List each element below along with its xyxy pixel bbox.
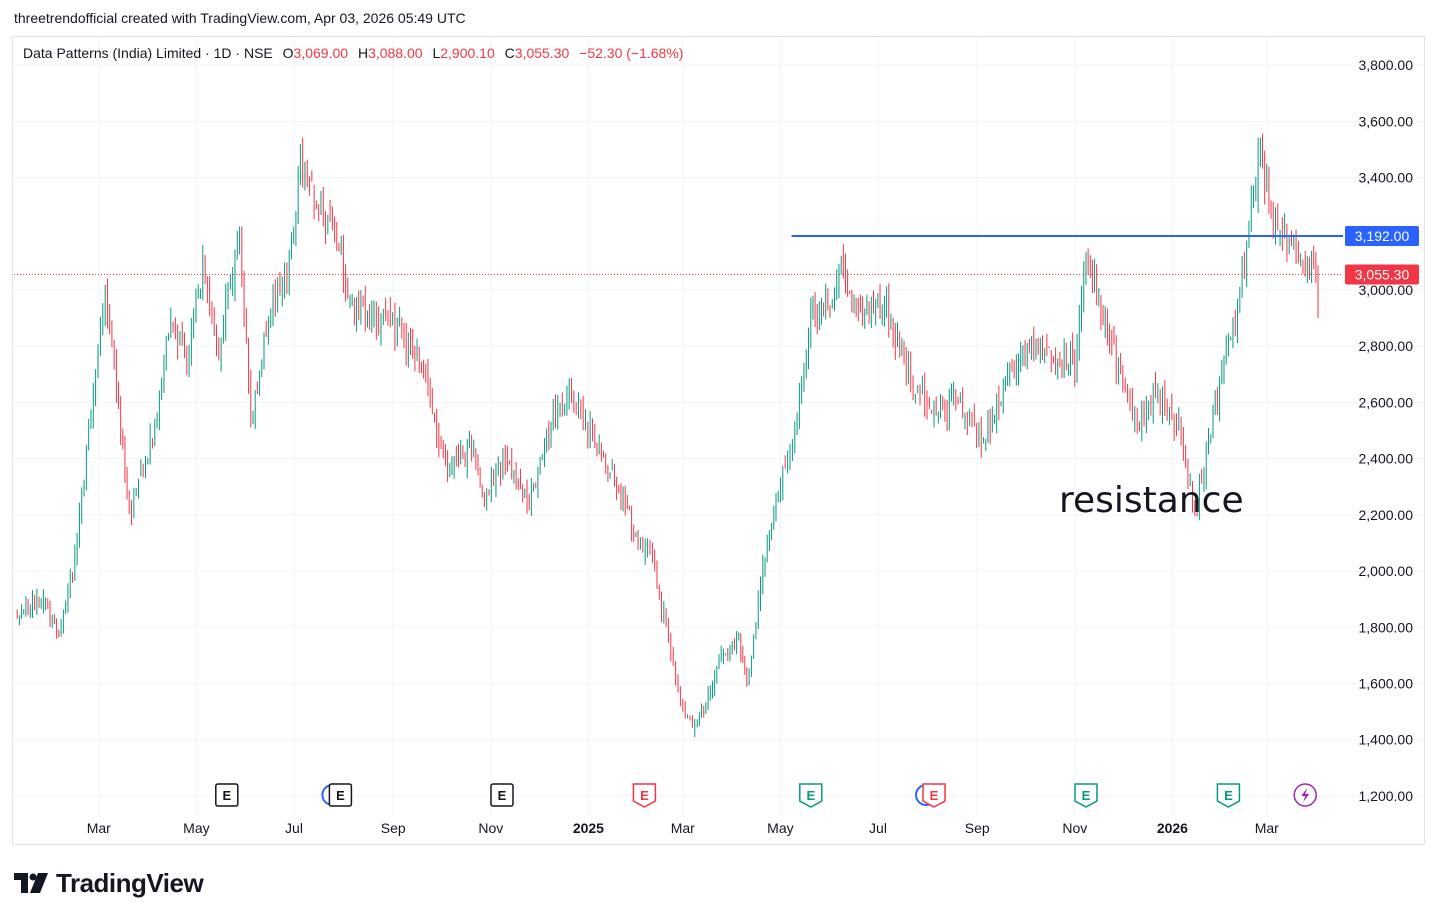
time-tick-label: Sep: [965, 820, 990, 836]
earnings-letter: E: [1082, 788, 1091, 803]
earnings-icon[interactable]: E: [321, 783, 353, 807]
earnings-letter: E: [640, 788, 649, 803]
earnings-icon[interactable]: E: [632, 783, 657, 808]
price-tick-label: 3,000.00: [1359, 282, 1414, 298]
flash-event-icon[interactable]: [1293, 783, 1317, 807]
earnings-badge: [490, 783, 514, 807]
price-tick-label: 2,400.00: [1359, 451, 1414, 467]
earnings-icon[interactable]: E: [215, 783, 239, 807]
grid-lines: [14, 37, 1424, 816]
earnings-icon[interactable]: E: [490, 783, 514, 807]
earnings-icon[interactable]: E: [799, 783, 823, 808]
time-tick-label: Mar: [671, 820, 695, 836]
earnings-badge: [215, 783, 239, 807]
chart-caption: threetrendofficial created with TradingV…: [14, 10, 466, 26]
tradingview-logo-icon: [14, 873, 48, 893]
symbol-name: Data Patterns (India) Limited · 1D · NSE: [23, 45, 273, 61]
close-label: C: [504, 45, 515, 61]
earnings-badge: [1216, 783, 1241, 808]
high-label: H: [357, 45, 369, 61]
last-price-label-bg: [1345, 264, 1419, 285]
overlay: [14, 235, 1343, 275]
time-tick-label: Nov: [1062, 820, 1087, 836]
earnings-badge: [922, 783, 946, 808]
tradingview-logo[interactable]: TradingView: [14, 866, 204, 900]
earnings-icon[interactable]: E: [1074, 783, 1098, 808]
close-value: 3,055.30: [514, 45, 570, 61]
open-label: O: [282, 45, 294, 61]
price-tick-label: 3,600.00: [1359, 113, 1414, 129]
last-price-label: 3,055.30: [1355, 266, 1410, 282]
time-tick-label: 2026: [1157, 820, 1188, 836]
price-tick-label: 1,600.00: [1359, 676, 1414, 692]
flash-glyph: [1301, 788, 1310, 802]
chart-frame: [12, 36, 1425, 845]
low-value: 2,900.10: [440, 45, 495, 61]
earnings-badge: [1074, 783, 1098, 808]
price-tick-label: 3,800.00: [1359, 57, 1414, 73]
price-tick-label: 2,800.00: [1359, 338, 1414, 354]
price-tick-label: 1,200.00: [1359, 788, 1414, 804]
resistance-price-label-bg: [1345, 226, 1419, 247]
price-tick-label: 2,000.00: [1359, 563, 1414, 579]
change-value: −52.30 (−1.68%): [579, 45, 684, 61]
time-tick-label: Sep: [381, 820, 406, 836]
candles: [15, 133, 1319, 738]
earnings-letter: E: [806, 788, 815, 803]
price-tick-label: 1,800.00: [1359, 619, 1414, 635]
earnings-icon[interactable]: E: [1216, 783, 1241, 808]
price-tick-label: 3,400.00: [1359, 170, 1414, 186]
earnings-badge: [328, 783, 353, 807]
price-tick-label: 2,600.00: [1359, 394, 1414, 410]
time-tick-label: Jul: [869, 820, 887, 836]
earnings-badge: [799, 783, 823, 808]
open-value: 3,069.00: [293, 45, 349, 61]
earnings-letter: E: [930, 788, 939, 803]
price-tick-label: 2,200.00: [1359, 507, 1414, 523]
price-tick-label: 1,400.00: [1359, 732, 1414, 748]
time-tick-label: Mar: [87, 820, 111, 836]
earnings-letter: E: [336, 788, 345, 803]
time-axis: Mar May Jul Sep Nov 2025 Mar May Jul Sep Nov 2026 Ma…: [87, 820, 1279, 836]
symbol-legend: Data Patterns (India) Limited · 1D · NSE…: [23, 45, 683, 61]
low-label: L: [432, 45, 441, 61]
earnings-letter: E: [498, 788, 507, 803]
brand-name: TradingView: [56, 867, 204, 898]
earnings-icon[interactable]: E: [915, 783, 946, 808]
resistance-price-label: 3,192.00: [1355, 228, 1410, 244]
earnings-badge: [632, 783, 657, 808]
time-tick-label: May: [183, 820, 209, 836]
time-tick-label: 2025: [573, 820, 604, 836]
resistance-annotation: resistance: [1059, 480, 1244, 521]
time-tick-label: Mar: [1255, 820, 1279, 836]
earnings-letter: E: [222, 788, 231, 803]
time-tick-label: Nov: [478, 820, 503, 836]
time-tick-label: Jul: [285, 820, 303, 836]
price-axis: 3,800.00 3,600.00 3,400.00 3,000.00 2,800.00…: [1345, 57, 1419, 804]
high-value: 3,088.00: [368, 45, 423, 61]
earnings-letter: E: [1224, 788, 1233, 803]
time-tick-label: May: [767, 820, 793, 836]
